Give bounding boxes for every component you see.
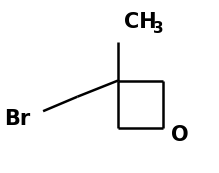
Text: O: O [171,125,189,145]
Text: Br: Br [4,109,30,129]
Text: 3: 3 [154,21,164,36]
Text: CH: CH [124,12,157,32]
